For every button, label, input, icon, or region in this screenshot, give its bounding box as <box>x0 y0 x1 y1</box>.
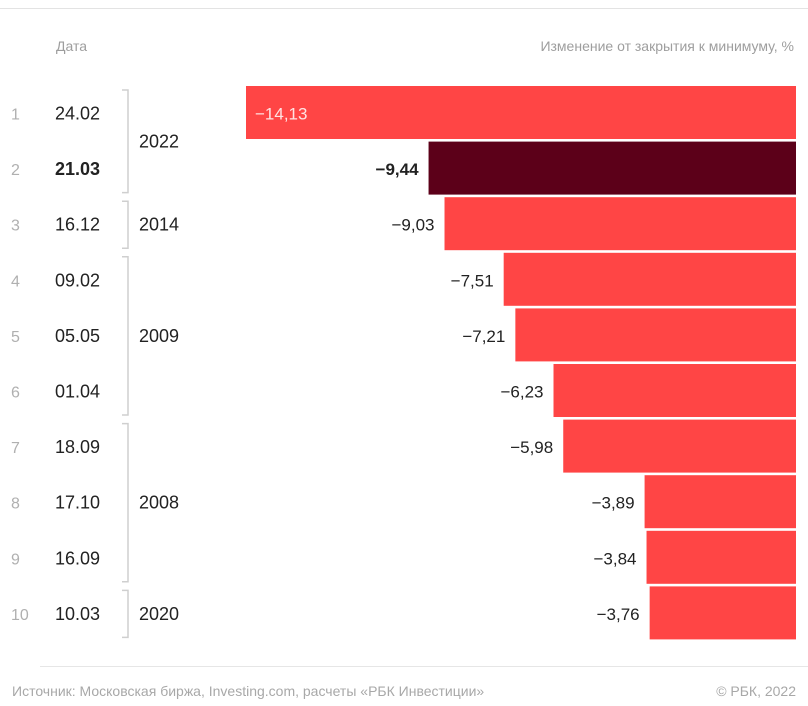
year-label: 2009 <box>139 326 179 346</box>
year-bracket <box>122 589 129 639</box>
bar-value-label: −3,76 <box>597 605 640 624</box>
bar-value-label: −9,03 <box>391 216 434 235</box>
metric-column-header: Изменение от закрытия к минимуму, % <box>540 38 794 54</box>
bar-value-label: −7,51 <box>451 271 494 290</box>
bar-value-label: −3,84 <box>594 549 637 568</box>
row-rank: 6 <box>11 385 20 402</box>
row-rank: 7 <box>11 440 20 457</box>
bar-value-label: −9,44 <box>376 160 420 179</box>
row-date: 10.03 <box>55 604 100 624</box>
year-bracket <box>122 422 129 583</box>
year-bracket <box>122 256 129 416</box>
row-date: 18.09 <box>55 437 100 457</box>
year-label: 2020 <box>139 604 179 624</box>
year-label: 2008 <box>139 493 179 513</box>
row-rank: 10 <box>11 607 29 624</box>
bar <box>646 530 796 584</box>
top-divider <box>0 8 808 9</box>
bar <box>515 308 796 362</box>
top-cut-strip <box>0 0 808 10</box>
copyright-note: © РБК, 2022 <box>716 683 796 699</box>
bar <box>246 86 796 139</box>
source-note: Источник: Московская биржа, Investing.co… <box>12 683 485 699</box>
row-date: 01.04 <box>55 382 100 402</box>
row-date: 16.09 <box>55 548 100 568</box>
row-rank: 8 <box>11 496 20 513</box>
row-rank: 1 <box>11 107 20 124</box>
year-label: 2022 <box>139 131 179 151</box>
row-date: 05.05 <box>55 326 100 346</box>
row-rank: 3 <box>11 218 20 235</box>
bar-value-label: −6,23 <box>500 383 543 402</box>
row-rank: 9 <box>11 551 20 568</box>
bar-value-label: −3,89 <box>592 494 635 513</box>
bar <box>644 475 796 529</box>
bar-chart: 1 24.02 −14,13 2 21.03 −9,44 3 16.12 −9,03 4 09.02… <box>11 86 796 640</box>
bar <box>553 364 796 417</box>
date-column-header: Дата <box>56 38 88 54</box>
bar <box>428 141 796 195</box>
year-label: 2014 <box>139 215 179 235</box>
row-rank: 4 <box>11 273 20 290</box>
footer: Источник: Московская биржа, Investing.co… <box>12 683 796 699</box>
bar <box>444 197 796 251</box>
row-rank: 5 <box>11 329 20 346</box>
row-date: 17.10 <box>55 493 100 513</box>
row-rank: 2 <box>11 162 20 179</box>
footer-divider <box>40 666 808 667</box>
year-bracket <box>122 200 129 249</box>
bar <box>503 252 796 306</box>
row-date: 09.02 <box>55 270 100 290</box>
row-date: 16.12 <box>55 215 100 235</box>
bar-value-label: −5,98 <box>510 438 553 457</box>
bar-value-label: −14,13 <box>255 105 307 124</box>
bar <box>563 419 796 473</box>
bar-value-label: −7,21 <box>462 327 505 346</box>
bar <box>649 586 796 640</box>
row-date: 21.03 <box>55 159 100 179</box>
year-bracket <box>122 89 129 194</box>
row-date: 24.02 <box>55 104 100 124</box>
